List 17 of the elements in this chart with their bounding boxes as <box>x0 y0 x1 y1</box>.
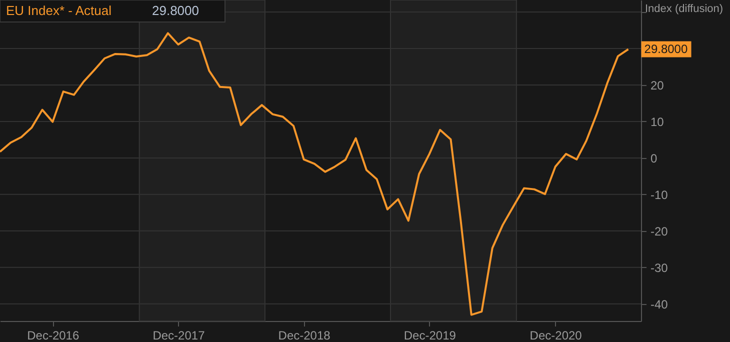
x-tick-label: Dec-2017 <box>152 328 206 342</box>
y-tick-label: 0 <box>650 151 658 166</box>
y-tick-label: -20 <box>650 224 668 238</box>
y-tick-label: -40 <box>650 297 668 312</box>
y-tick-label: -30 <box>650 260 668 275</box>
x-tick-label: Dec-2018 <box>278 328 331 342</box>
annotation: 29.8000 <box>152 3 199 18</box>
y-tick-label: -10 <box>650 188 668 202</box>
y-tick-label: 10 <box>650 114 664 129</box>
line-series <box>0 32 630 316</box>
x-tick-label: Dec-2016 <box>27 328 80 342</box>
x-tick-label: Dec-2019 <box>404 328 456 342</box>
annotation: 29.8000 <box>644 42 688 56</box>
chart-title: EU Index* - Actual <box>6 3 112 18</box>
y-tick-label: 20 <box>650 78 664 92</box>
y-axis-title: Index (diffusion) <box>645 3 724 15</box>
x-tick-label: Dec-2020 <box>530 328 582 342</box>
